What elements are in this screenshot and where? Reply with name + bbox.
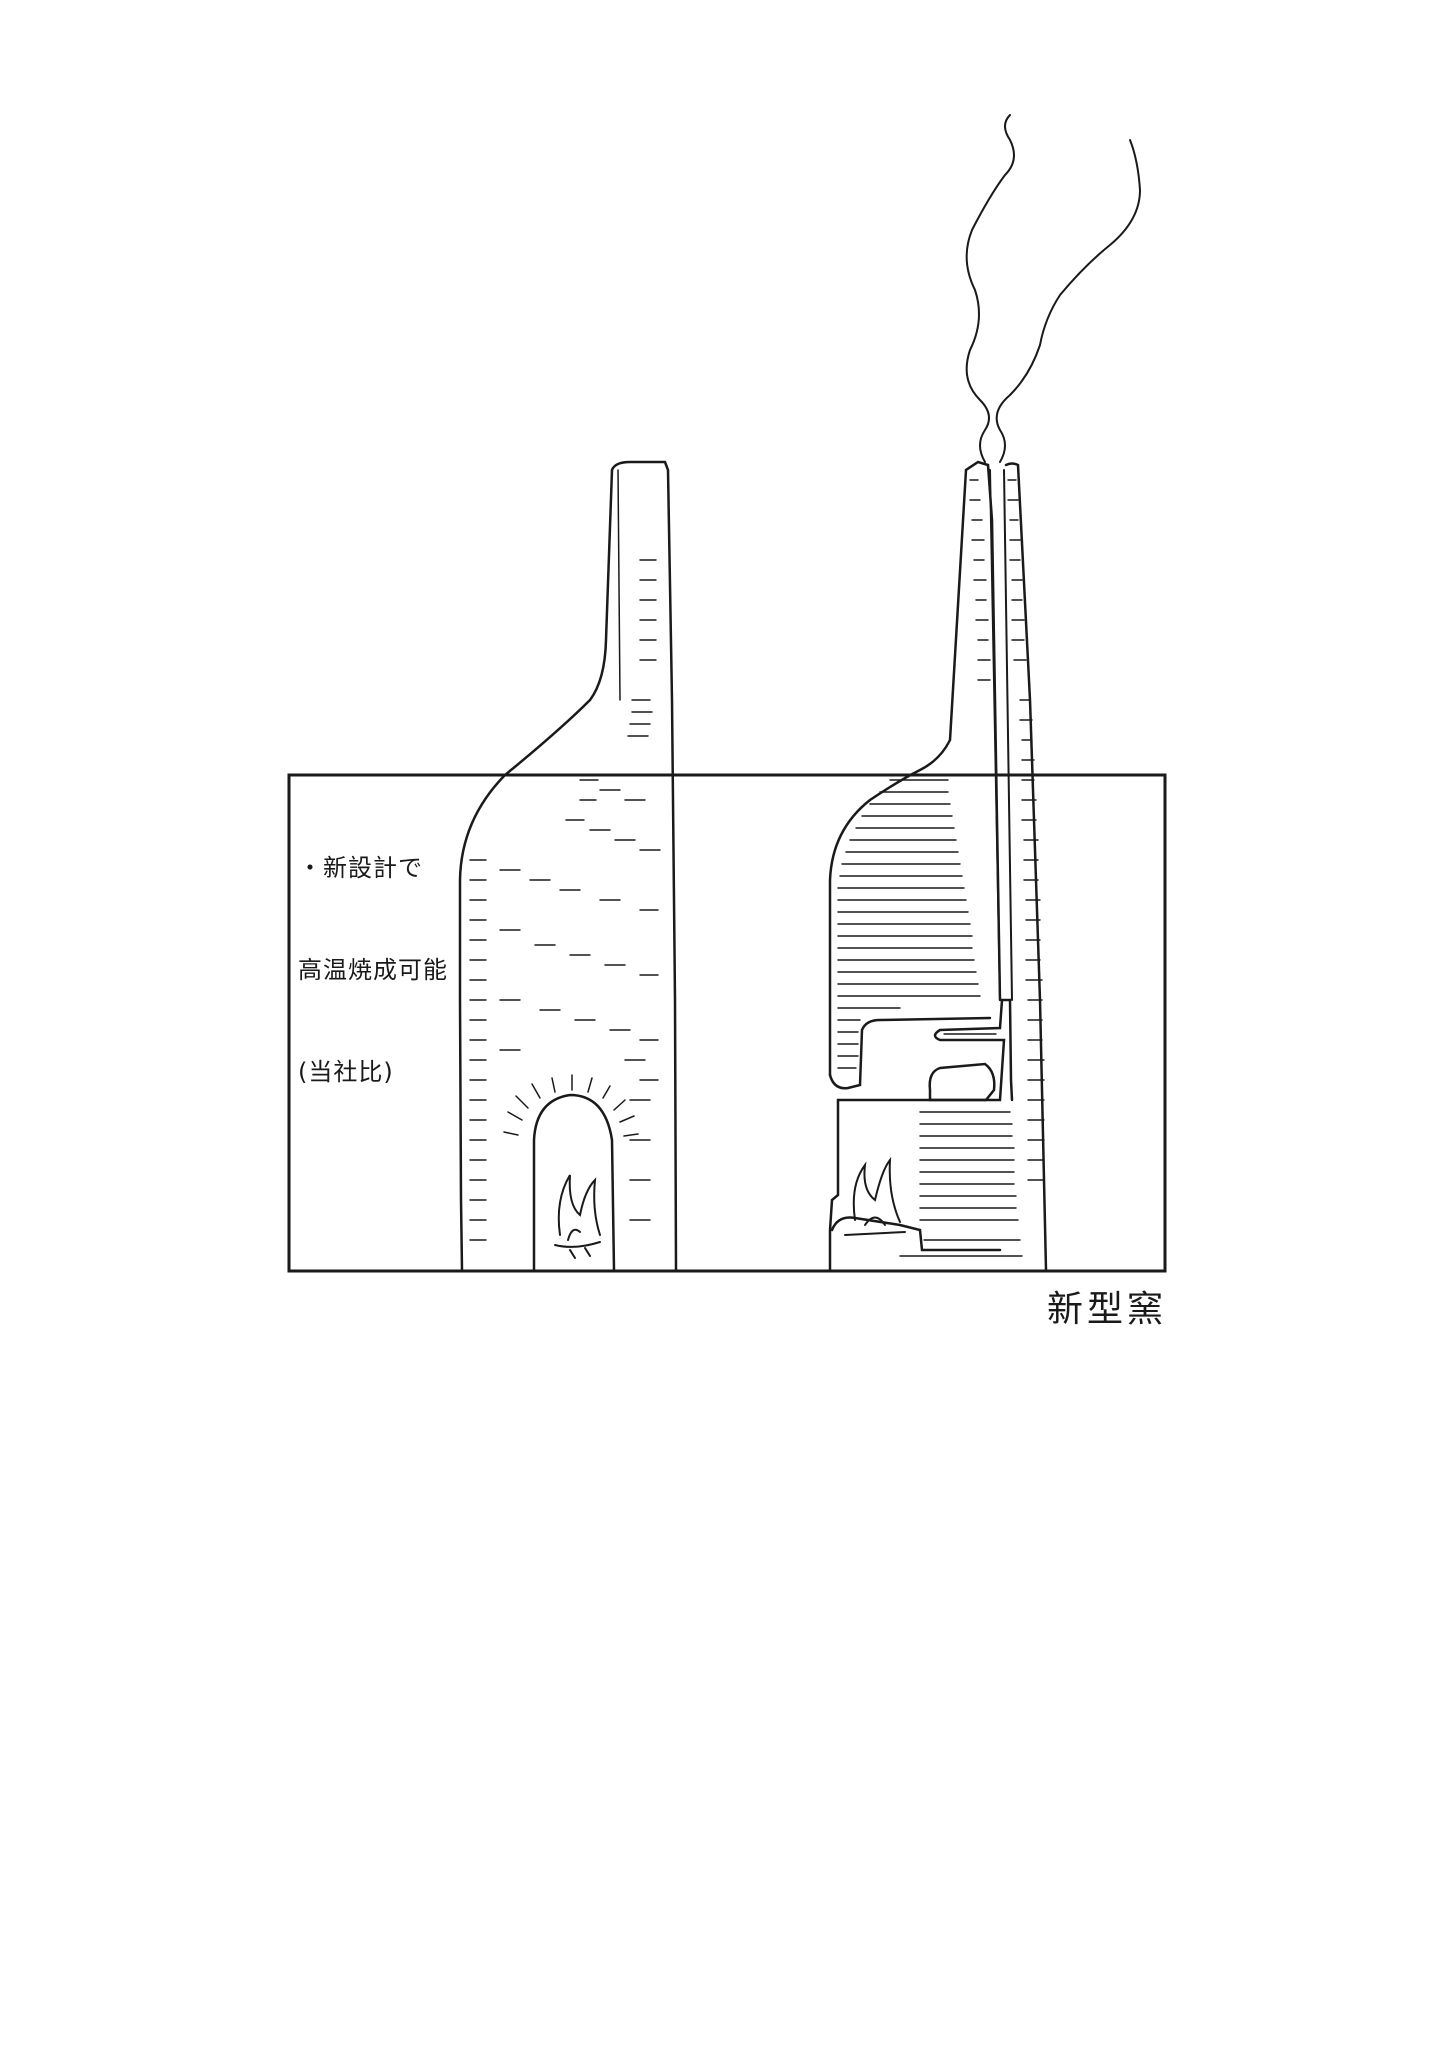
left-kiln-glow	[503, 1074, 639, 1137]
left-kiln-firebox	[532, 1093, 616, 1272]
left-kiln	[458, 460, 678, 1272]
left-kiln-outline	[458, 460, 678, 1272]
caption-label: 新型窯	[1047, 1289, 1168, 1330]
right-kiln-ware	[928, 1062, 996, 1102]
left-kiln-flames	[554, 1174, 601, 1259]
note-line-1: ・新設計で	[298, 854, 423, 882]
note-line-2: 高温焼成可能	[298, 956, 448, 984]
note-line-3: (当社比)	[298, 1058, 394, 1086]
right-kiln-hatching	[837, 479, 1045, 1257]
right-kiln	[828, 114, 1142, 1272]
panel-frame	[287, 773, 1167, 1273]
right-kiln-flue	[989, 469, 1001, 1001]
right-kiln-flames	[844, 1156, 906, 1236]
annotation-note: ・新設計で 高温焼成可能 (当社比)	[298, 783, 448, 1123]
right-kiln-smoke	[965, 114, 1015, 463]
right-kiln-outline	[828, 998, 1014, 1272]
left-kiln-hatching	[469, 559, 661, 1241]
